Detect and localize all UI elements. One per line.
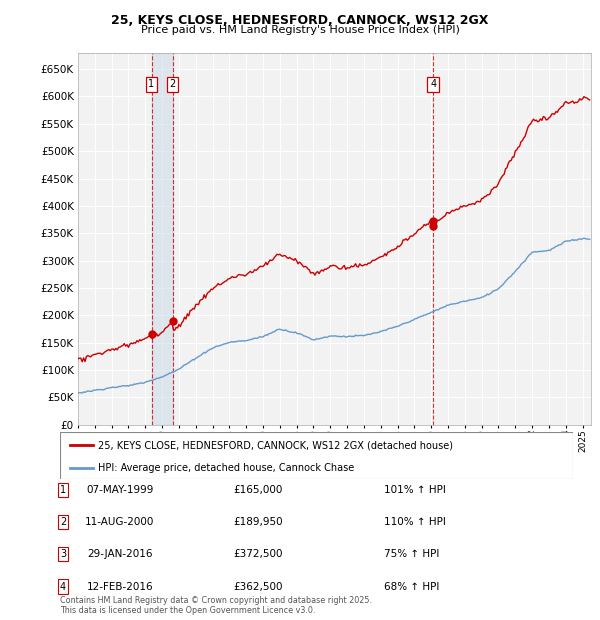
Text: Contains HM Land Registry data © Crown copyright and database right 2025.
This d: Contains HM Land Registry data © Crown c… (60, 596, 372, 615)
Text: £372,500: £372,500 (233, 549, 283, 559)
Text: 07-MAY-1999: 07-MAY-1999 (86, 485, 154, 495)
Text: 25, KEYS CLOSE, HEDNESFORD, CANNOCK, WS12 2GX: 25, KEYS CLOSE, HEDNESFORD, CANNOCK, WS1… (112, 14, 488, 27)
Text: 2: 2 (169, 79, 176, 89)
Text: 1: 1 (148, 79, 155, 89)
Text: 75% ↑ HPI: 75% ↑ HPI (384, 549, 439, 559)
Text: 68% ↑ HPI: 68% ↑ HPI (384, 582, 439, 591)
Text: Price paid vs. HM Land Registry's House Price Index (HPI): Price paid vs. HM Land Registry's House … (140, 25, 460, 35)
Text: £362,500: £362,500 (233, 582, 283, 591)
Text: 11-AUG-2000: 11-AUG-2000 (85, 517, 155, 527)
Text: 3: 3 (60, 549, 66, 559)
Text: 4: 4 (60, 582, 66, 591)
Text: 25, KEYS CLOSE, HEDNESFORD, CANNOCK, WS12 2GX (detached house): 25, KEYS CLOSE, HEDNESFORD, CANNOCK, WS1… (98, 440, 454, 450)
Text: 29-JAN-2016: 29-JAN-2016 (87, 549, 153, 559)
Text: 12-FEB-2016: 12-FEB-2016 (86, 582, 154, 591)
Text: 101% ↑ HPI: 101% ↑ HPI (384, 485, 446, 495)
Text: 110% ↑ HPI: 110% ↑ HPI (384, 517, 446, 527)
Text: 2: 2 (60, 517, 66, 527)
Bar (152, 53, 173, 425)
Text: HPI: Average price, detached house, Cannock Chase: HPI: Average price, detached house, Cann… (98, 463, 355, 474)
Text: 4: 4 (430, 79, 436, 89)
Text: 1: 1 (60, 485, 66, 495)
Text: £165,000: £165,000 (233, 485, 283, 495)
Text: £189,950: £189,950 (233, 517, 283, 527)
